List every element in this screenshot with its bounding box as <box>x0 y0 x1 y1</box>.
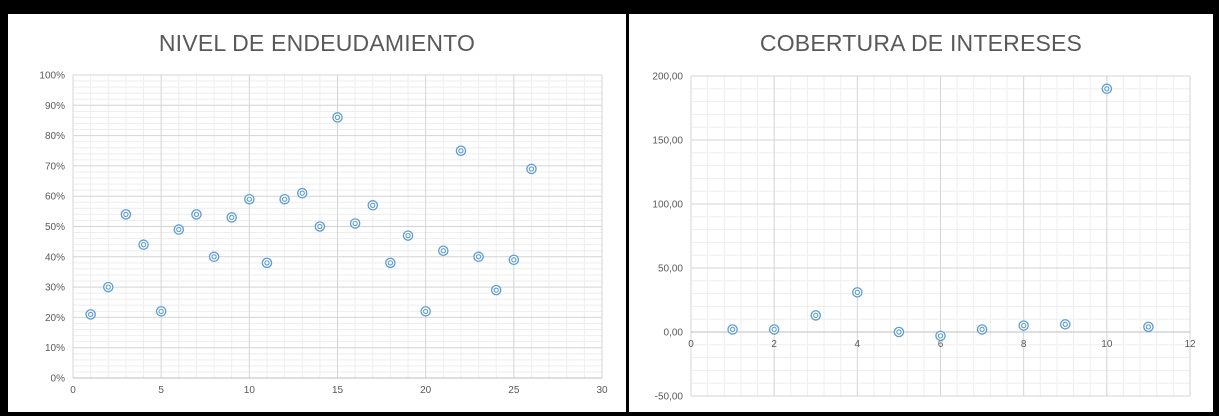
y-tick-label: 80% <box>45 131 65 142</box>
data-point <box>120 209 132 220</box>
chart-title-endeudamiento: NIVEL DE ENDEUDAMIENTO <box>158 30 476 56</box>
chart-title-cobertura: COBERTURA DE INTERESES <box>759 30 1083 56</box>
data-point <box>138 239 149 250</box>
data-point <box>455 145 467 156</box>
data-point <box>349 218 361 229</box>
data-point <box>420 306 431 317</box>
x-tick-label: 2 <box>771 339 777 350</box>
y-tick-label: 50,00 <box>658 264 683 275</box>
data-point <box>893 326 905 338</box>
y-tick-label: 40% <box>45 252 65 263</box>
x-tick-label: 30 <box>596 385 608 396</box>
data-point <box>438 245 449 256</box>
y-tick-label: 10% <box>45 343 65 354</box>
x-tick-label: 8 <box>1021 339 1027 350</box>
y-tick-label: 70% <box>45 161 65 172</box>
data-point <box>473 251 484 263</box>
y-tick-label: 60% <box>45 192 65 203</box>
x-tick-label: 10 <box>244 385 256 396</box>
x-tick-label: 20 <box>420 385 432 396</box>
chart-panel-endeudamiento: NIVEL DE ENDEUDAMIENTO 0% 10% 20% 30% 40% 50%… <box>8 14 626 412</box>
data-point <box>852 287 863 298</box>
data-point <box>173 224 185 235</box>
data-point <box>191 209 202 220</box>
x-tick-label: 6 <box>938 339 944 350</box>
x-tick-label: 0 <box>688 339 694 350</box>
x-tick-label: 4 <box>855 339 861 350</box>
data-point <box>155 306 167 317</box>
data-point <box>1018 320 1029 331</box>
data-point <box>727 324 738 335</box>
data-point <box>976 324 988 335</box>
y-tick-label: 100,00 <box>652 200 683 211</box>
data-point <box>367 200 379 211</box>
y-tick-label: -50,00 <box>655 392 684 403</box>
y-tick-label: 100% <box>39 71 65 82</box>
data-point <box>526 163 537 175</box>
data-point <box>1143 321 1154 333</box>
scatter-chart-endeudamiento: 0% 10% 20% 30% 40% 50% 60% 70% 80% 90% 100% 0 5 10 15 2… <box>39 71 608 397</box>
data-point <box>1101 83 1113 95</box>
y-tick-label: 0% <box>51 374 66 385</box>
y-tick-label: 0,00 <box>664 328 684 339</box>
data-point <box>244 193 255 205</box>
data-point <box>314 221 326 232</box>
data-point <box>935 330 946 342</box>
y-tick-label: 30% <box>45 283 65 294</box>
data-point <box>508 254 520 266</box>
x-tick-label: 12 <box>1184 339 1196 350</box>
data-point <box>85 309 96 320</box>
data-point <box>490 284 502 296</box>
chart-panel-cobertura: COBERTURA DE INTERESES -50,00 0,00 50,00 10… <box>629 14 1213 412</box>
data-point <box>332 112 343 123</box>
y-tick-label: 150,00 <box>652 136 683 147</box>
data-point <box>1059 319 1071 330</box>
data-point <box>103 281 114 293</box>
data-point <box>810 310 821 321</box>
x-tick-label: 5 <box>158 385 164 396</box>
data-point <box>226 212 237 223</box>
scatter-chart-cobertura: -50,00 0,00 50,00 100,00 150,00 200,00 0 2 4 6 8 10… <box>652 72 1196 403</box>
data-point <box>385 257 396 269</box>
x-tick-label: 0 <box>70 385 76 396</box>
y-tick-label: 200,00 <box>652 72 683 83</box>
y-tick-label: 20% <box>45 313 65 324</box>
x-tick-label: 15 <box>332 385 344 396</box>
data-point <box>768 324 780 335</box>
x-tick-label: 10 <box>1101 339 1113 350</box>
y-tick-label: 50% <box>45 222 65 233</box>
data-point <box>279 193 290 205</box>
y-tick-label: 90% <box>45 101 65 112</box>
data-point <box>402 230 414 241</box>
data-point <box>296 187 308 199</box>
data-point <box>261 257 273 269</box>
x-tick-label: 25 <box>508 385 520 396</box>
data-point <box>208 251 220 263</box>
